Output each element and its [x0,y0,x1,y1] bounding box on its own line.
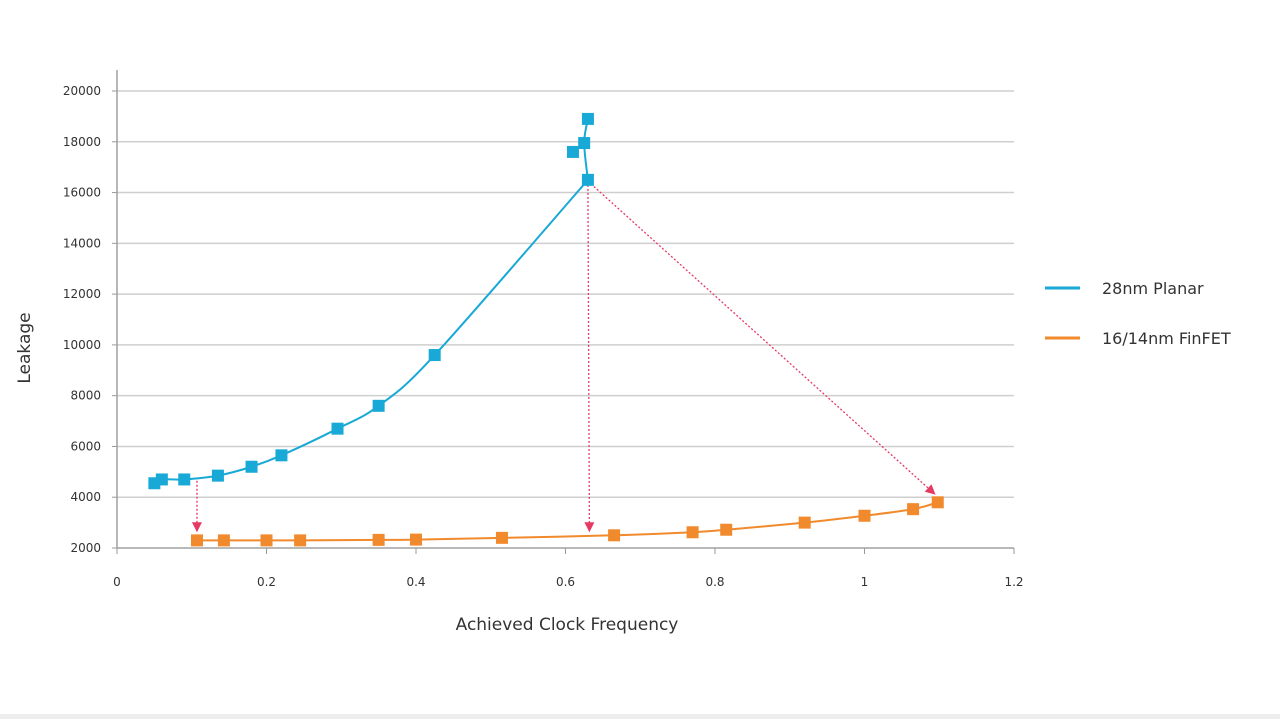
marker-28nm-planar [245,460,258,473]
marker-finfet [260,534,273,547]
marker-finfet [720,523,733,536]
arrow-head [924,484,936,495]
y-tick-label: 4000 [70,490,101,504]
legend: 28nm Planar 16/14nm FinFET [1045,279,1231,348]
x-tick-label: 0.8 [705,575,724,589]
marker-finfet [190,534,203,547]
marker-finfet [294,534,307,547]
y-tick-labels: 2000 4000 6000 8000 10000 12000 14000 16000 1800… [63,84,101,555]
annotation-arrow [587,184,591,533]
marker-28nm-planar [581,112,594,125]
y-tick-label: 8000 [70,389,101,403]
y-tick-label: 6000 [70,439,101,453]
marker-finfet [495,531,508,544]
marker-28nm-planar [155,473,168,486]
series-line-finfet [196,501,939,542]
legend-label: 28nm Planar [1102,279,1204,298]
y-axis-label: Leakage [15,312,35,383]
marker-28nm-planar [211,469,224,482]
marker-finfet [686,526,699,539]
arrow-head [584,522,595,533]
marker-28nm-planar [581,173,594,186]
series-line-28nm-planar [153,179,589,485]
x-tick-label: 0 [113,575,121,589]
y-tick-label: 18000 [63,135,101,149]
marker-finfet [858,509,871,522]
marker-28nm-planar [275,449,288,462]
marker-28nm-planar [372,399,385,412]
y-tick-label: 14000 [63,236,101,250]
series-markers [148,112,944,547]
marker-finfet [931,496,944,509]
x-tick-label: 1 [861,575,869,589]
grid-lines [117,90,1014,498]
marker-28nm-planar [331,422,344,435]
marker-finfet [907,503,920,516]
annotation-arrows [191,180,936,533]
x-axis-label: Achieved Clock Frequency [456,615,679,635]
bottom-band [0,714,1280,719]
axes [112,70,1015,554]
y-tick-label: 16000 [63,186,101,200]
marker-28nm-planar [578,137,591,150]
marker-28nm-planar [566,145,579,158]
marker-28nm-planar [178,473,191,486]
y-tick-label: 10000 [63,338,101,352]
series-lines [153,118,939,542]
marker-finfet [608,529,621,542]
marker-28nm-planar [428,349,441,362]
marker-finfet [372,533,385,546]
y-tick-label: 20000 [63,84,101,98]
marker-finfet [217,534,230,547]
y-tick-label: 12000 [63,287,101,301]
x-tick-label: 1.2 [1004,575,1023,589]
arrow-head [191,522,202,533]
marker-finfet [410,533,422,546]
x-tick-label: 0.2 [257,575,276,589]
series-line-28nm-planar-hook [583,118,589,180]
y-tick-label: 2000 [70,541,101,555]
x-tick-label: 0.4 [406,575,425,589]
marker-finfet [798,516,811,529]
x-tick-label: 0.6 [556,575,575,589]
annotation-arrow [587,180,936,496]
x-tick-labels: 0 0.2 0.4 0.6 0.8 1 1.2 [113,575,1023,589]
legend-label: 16/14nm FinFET [1102,329,1231,348]
